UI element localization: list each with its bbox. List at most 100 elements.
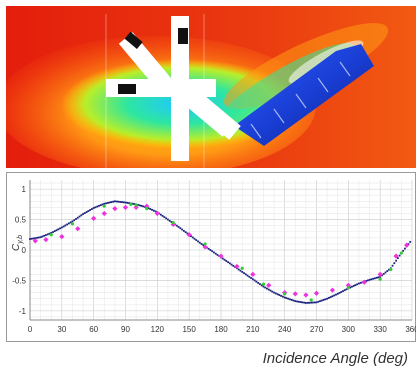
dense-point bbox=[52, 231, 54, 233]
dense-point bbox=[115, 200, 118, 203]
dense-point bbox=[41, 235, 44, 238]
dense-point bbox=[359, 281, 362, 284]
dense-point bbox=[48, 232, 51, 235]
dense-point bbox=[154, 210, 157, 213]
dense-point bbox=[327, 296, 330, 299]
x-tick-label: 270 bbox=[310, 325, 324, 334]
green-point bbox=[49, 233, 53, 237]
dense-point bbox=[342, 290, 344, 292]
dense-point bbox=[207, 247, 210, 250]
dense-point bbox=[113, 200, 116, 203]
dense-point bbox=[66, 223, 69, 226]
dense-point bbox=[248, 275, 251, 278]
dense-point bbox=[103, 202, 106, 205]
dense-point bbox=[223, 258, 226, 261]
dense-point bbox=[221, 257, 224, 260]
dense-point bbox=[246, 274, 249, 277]
dense-point bbox=[241, 271, 244, 273]
dense-point bbox=[57, 228, 60, 231]
dense-point bbox=[128, 202, 130, 205]
diamond-point bbox=[361, 279, 367, 285]
dense-point bbox=[292, 299, 295, 302]
series-green-dots bbox=[49, 202, 403, 302]
dense-point bbox=[99, 204, 102, 207]
dense-point bbox=[407, 243, 410, 246]
diamond-point bbox=[32, 238, 38, 244]
x-tick-label: 60 bbox=[89, 325, 98, 334]
dense-point bbox=[85, 211, 88, 213]
dense-point bbox=[62, 225, 65, 228]
dense-point bbox=[349, 286, 352, 289]
green-point bbox=[171, 221, 175, 225]
dense-point bbox=[343, 289, 346, 292]
dense-point bbox=[228, 262, 231, 265]
dense-point bbox=[352, 285, 355, 287]
dense-point bbox=[262, 285, 265, 288]
dense-point bbox=[159, 213, 162, 216]
x-tick-labels: 0 30 60 90 120 150 180 210 240 270 300 330 360 bbox=[28, 325, 416, 334]
dense-point bbox=[168, 219, 171, 222]
dense-point bbox=[276, 293, 279, 296]
diamond-point bbox=[303, 292, 309, 298]
dense-point bbox=[402, 249, 405, 252]
dense-point bbox=[37, 236, 40, 239]
green-point bbox=[283, 292, 287, 296]
dense-point bbox=[358, 282, 360, 285]
dense-point bbox=[304, 302, 307, 304]
diamond-point bbox=[112, 206, 118, 212]
dense-point bbox=[225, 260, 228, 262]
dense-point bbox=[280, 294, 283, 297]
diamond-point bbox=[313, 290, 320, 296]
dense-point bbox=[312, 301, 314, 304]
dense-point bbox=[147, 207, 150, 210]
y-axis-label: Cy,b bbox=[11, 235, 24, 251]
dense-point bbox=[50, 232, 53, 234]
diamond-point bbox=[122, 204, 129, 210]
dense-point bbox=[386, 270, 389, 273]
dense-point bbox=[179, 227, 182, 230]
dense-point bbox=[271, 290, 274, 293]
chart-axes bbox=[29, 180, 412, 321]
black-blocks bbox=[118, 28, 188, 94]
test-rig-structure bbox=[106, 16, 241, 161]
diamond-point bbox=[144, 203, 150, 209]
dense-point bbox=[294, 300, 297, 303]
dense-point bbox=[278, 294, 281, 296]
y-tick-label: 0 bbox=[22, 246, 27, 255]
dense-point bbox=[181, 228, 183, 231]
dense-point bbox=[285, 297, 288, 299]
dense-point bbox=[55, 229, 58, 232]
dense-point bbox=[213, 251, 215, 254]
dense-point bbox=[112, 200, 115, 203]
dense-point bbox=[75, 218, 77, 220]
x-tick-label: 300 bbox=[342, 325, 356, 334]
dense-point bbox=[384, 271, 387, 274]
x-tick-label: 210 bbox=[246, 325, 260, 334]
dense-point bbox=[216, 253, 219, 256]
dense-point bbox=[230, 263, 233, 266]
dense-point bbox=[404, 247, 406, 250]
dense-point bbox=[354, 284, 357, 287]
x-tick-label: 150 bbox=[182, 325, 196, 334]
dense-point bbox=[317, 300, 320, 303]
dense-point bbox=[30, 237, 33, 240]
dense-point bbox=[190, 235, 192, 238]
dense-point bbox=[370, 278, 373, 281]
dense-point bbox=[266, 287, 268, 290]
x-tick-label: 240 bbox=[278, 325, 292, 334]
dense-point bbox=[142, 205, 145, 208]
dense-point bbox=[170, 221, 173, 223]
cfd-flow-image bbox=[6, 6, 416, 168]
dense-point bbox=[259, 283, 261, 285]
dense-point bbox=[366, 279, 369, 282]
dense-point bbox=[303, 301, 306, 304]
dense-point bbox=[322, 299, 325, 301]
dense-point bbox=[232, 264, 235, 267]
dense-point bbox=[82, 213, 84, 215]
green-point bbox=[145, 207, 149, 211]
dense-point bbox=[297, 300, 300, 303]
dense-point bbox=[46, 233, 49, 236]
dense-point bbox=[381, 274, 383, 277]
dense-point bbox=[269, 289, 272, 292]
dense-point bbox=[393, 262, 396, 265]
